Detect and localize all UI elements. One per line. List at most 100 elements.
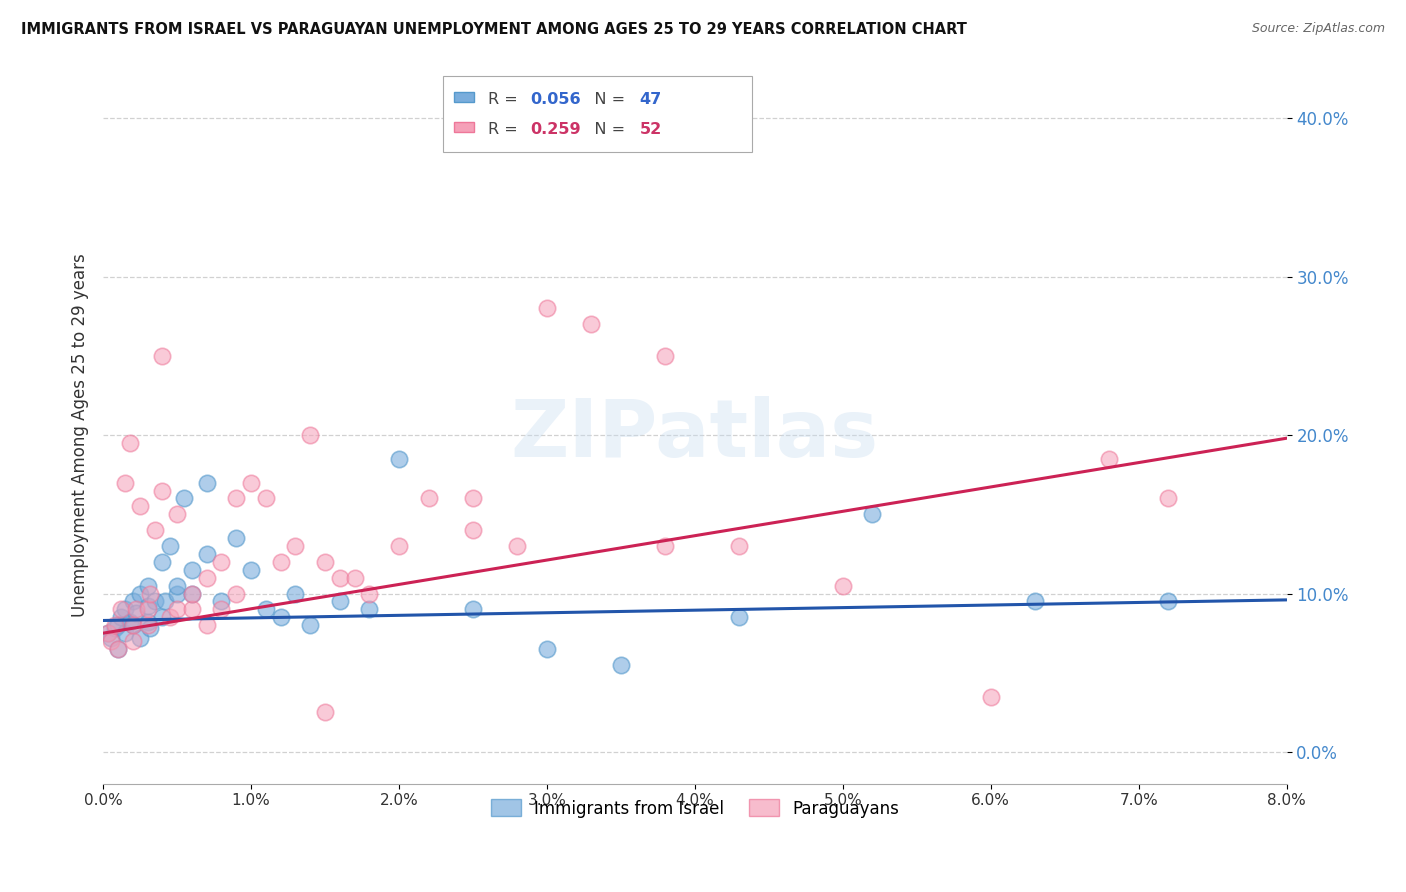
Point <box>136 618 159 632</box>
Text: IMMIGRANTS FROM ISRAEL VS PARAGUAYAN UNEMPLOYMENT AMONG AGES 25 TO 29 YEARS CORR: IMMIGRANTS FROM ISRAEL VS PARAGUAYAN UNE… <box>21 22 967 37</box>
Point <box>254 491 277 506</box>
Text: 52: 52 <box>640 122 662 137</box>
Point <box>270 555 292 569</box>
Point <box>299 428 322 442</box>
Point <box>121 618 143 632</box>
Point <box>314 555 336 569</box>
Point <box>166 508 188 522</box>
Point <box>610 657 633 672</box>
Point <box>110 610 132 624</box>
Point <box>461 602 484 616</box>
Point <box>254 602 277 616</box>
Point <box>180 602 202 616</box>
Point <box>166 602 188 616</box>
Point <box>107 618 129 632</box>
Point <box>536 642 558 657</box>
Point <box>359 602 381 616</box>
Point <box>860 508 883 522</box>
Point <box>166 586 188 600</box>
Point <box>211 555 233 569</box>
Point <box>118 436 141 450</box>
Point <box>114 602 136 616</box>
Point <box>136 599 159 614</box>
Point <box>461 491 484 506</box>
Point <box>180 563 202 577</box>
Point <box>284 586 307 600</box>
Point <box>314 706 336 720</box>
Point <box>225 531 247 545</box>
Y-axis label: Unemployment Among Ages 25 to 29 years: Unemployment Among Ages 25 to 29 years <box>72 253 89 617</box>
Text: 0.259: 0.259 <box>530 122 581 137</box>
Point <box>118 615 141 629</box>
Point <box>97 626 120 640</box>
Point <box>180 586 202 600</box>
Point <box>121 618 143 632</box>
Point <box>150 610 173 624</box>
Point <box>1098 451 1121 466</box>
Point <box>211 594 233 608</box>
Text: R =: R = <box>488 122 523 137</box>
Point <box>114 475 136 490</box>
Point <box>110 602 132 616</box>
Point <box>195 618 218 632</box>
Point <box>136 602 159 616</box>
Point <box>195 475 218 490</box>
Text: 0.056: 0.056 <box>530 92 581 107</box>
Point <box>107 642 129 657</box>
Point <box>1157 491 1180 506</box>
Point <box>329 571 352 585</box>
Point <box>536 301 558 316</box>
Point <box>1024 594 1046 608</box>
Point <box>136 579 159 593</box>
Point <box>150 483 173 498</box>
Point <box>104 621 127 635</box>
Point <box>150 555 173 569</box>
Point <box>129 586 152 600</box>
Point <box>461 523 484 537</box>
Point <box>180 586 202 600</box>
Point <box>97 626 120 640</box>
Point <box>195 547 218 561</box>
Point <box>104 618 127 632</box>
Point <box>100 631 122 645</box>
Point <box>107 642 129 657</box>
Point <box>100 634 122 648</box>
Point <box>143 594 166 608</box>
Point <box>121 594 143 608</box>
Text: 47: 47 <box>640 92 662 107</box>
Legend: Immigrants from Israel, Paraguayans: Immigrants from Israel, Paraguayans <box>484 793 905 824</box>
Point <box>114 626 136 640</box>
Text: ZIPatlas: ZIPatlas <box>510 396 879 474</box>
Point <box>284 539 307 553</box>
Point <box>728 610 751 624</box>
Point <box>654 349 676 363</box>
Point <box>980 690 1002 704</box>
Point <box>418 491 440 506</box>
Point <box>159 539 181 553</box>
Point <box>211 602 233 616</box>
Point <box>129 500 152 514</box>
Point <box>728 539 751 553</box>
Point <box>388 539 411 553</box>
Point <box>240 475 263 490</box>
Point <box>139 586 162 600</box>
Point <box>143 523 166 537</box>
Text: R =: R = <box>488 92 523 107</box>
Point <box>124 602 146 616</box>
Point <box>270 610 292 624</box>
Point <box>388 451 411 466</box>
Text: Source: ZipAtlas.com: Source: ZipAtlas.com <box>1251 22 1385 36</box>
Point <box>831 579 853 593</box>
Point <box>506 539 529 553</box>
Point <box>654 539 676 553</box>
Point <box>129 631 152 645</box>
Point <box>343 571 366 585</box>
Point <box>225 491 247 506</box>
Text: N =: N = <box>579 92 630 107</box>
Point <box>121 634 143 648</box>
Point <box>581 317 603 331</box>
Point <box>139 621 162 635</box>
Point <box>166 579 188 593</box>
Point <box>225 586 247 600</box>
Text: N =: N = <box>579 122 630 137</box>
